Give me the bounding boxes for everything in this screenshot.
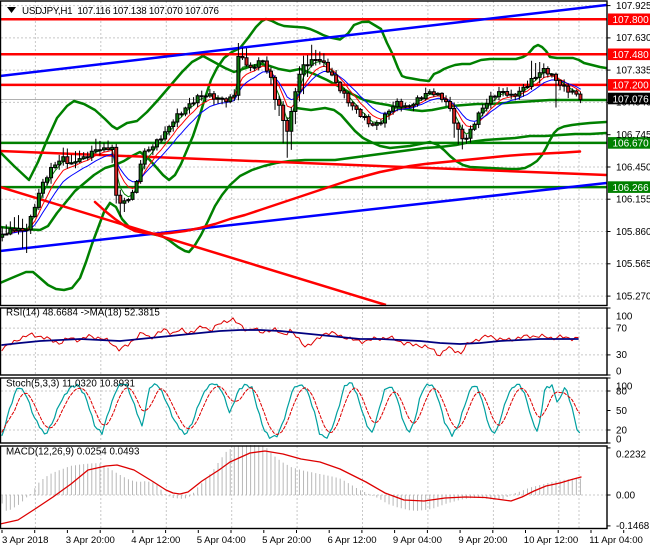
svg-text:3 Apr 2018: 3 Apr 2018: [2, 535, 48, 546]
svg-text:20: 20: [616, 425, 627, 436]
svg-text:107.076: 107.076: [613, 94, 650, 105]
svg-text:107.630: 107.630: [616, 33, 650, 44]
svg-text:105.565: 105.565: [616, 259, 650, 270]
svg-text:106.450: 106.450: [616, 162, 650, 173]
svg-text:107.335: 107.335: [616, 65, 650, 76]
svg-text:30: 30: [616, 350, 627, 361]
svg-text:6 Apr 12:00: 6 Apr 12:00: [328, 535, 377, 546]
svg-text:105.270: 105.270: [616, 291, 650, 302]
svg-text:11 Apr 04:00: 11 Apr 04:00: [589, 535, 643, 546]
svg-text:106.670: 106.670: [613, 139, 650, 150]
svg-text:106.745: 106.745: [616, 130, 650, 141]
svg-text:100: 100: [616, 381, 633, 392]
svg-text:107.800: 107.800: [613, 15, 650, 26]
svg-text:0.2232: 0.2232: [616, 449, 646, 460]
svg-text:70: 70: [616, 323, 627, 334]
svg-text:0.00: 0.00: [616, 490, 636, 501]
svg-text:USDJPY,H1 107.116 107.138 107: USDJPY,H1 107.116 107.138 107.070 107.07…: [22, 6, 219, 17]
svg-text:107.040: 107.040: [616, 98, 650, 109]
svg-text:9 Apr 04:00: 9 Apr 04:00: [393, 535, 442, 546]
svg-text:5 Apr 04:00: 5 Apr 04:00: [197, 535, 246, 546]
svg-text:0: 0: [616, 366, 622, 377]
svg-text:0: 0: [616, 434, 622, 445]
svg-text:107.200: 107.200: [613, 81, 650, 92]
svg-text:107.480: 107.480: [613, 50, 650, 61]
svg-text:3 Apr 20:00: 3 Apr 20:00: [66, 535, 115, 546]
svg-text:106.266: 106.266: [613, 183, 650, 194]
svg-text:4 Apr 12:00: 4 Apr 12:00: [131, 535, 180, 546]
svg-text:105.860: 105.860: [616, 227, 650, 238]
svg-text:80: 80: [616, 386, 627, 397]
svg-text:-0.1468: -0.1468: [616, 521, 650, 532]
svg-text:107.925: 107.925: [616, 1, 650, 12]
svg-text:MACD(12,26,9) 0.0254 0.0493: MACD(12,26,9) 0.0254 0.0493: [6, 447, 140, 458]
svg-text:10 Apr 12:00: 10 Apr 12:00: [524, 535, 578, 546]
svg-text:100: 100: [616, 311, 633, 322]
svg-text:106.155: 106.155: [616, 195, 650, 206]
svg-text:Stoch(5,3,3) 11.0320 10.8931: Stoch(5,3,3) 11.0320 10.8931: [6, 379, 135, 390]
svg-text:50: 50: [616, 406, 627, 417]
svg-text:9 Apr 20:00: 9 Apr 20:00: [458, 535, 507, 546]
svg-text:5 Apr 20:00: 5 Apr 20:00: [262, 535, 311, 546]
svg-text:RSI(14) 48.6684 ->MA(18) 52.3: RSI(14) 48.6684 ->MA(18) 52.3815: [6, 308, 160, 319]
